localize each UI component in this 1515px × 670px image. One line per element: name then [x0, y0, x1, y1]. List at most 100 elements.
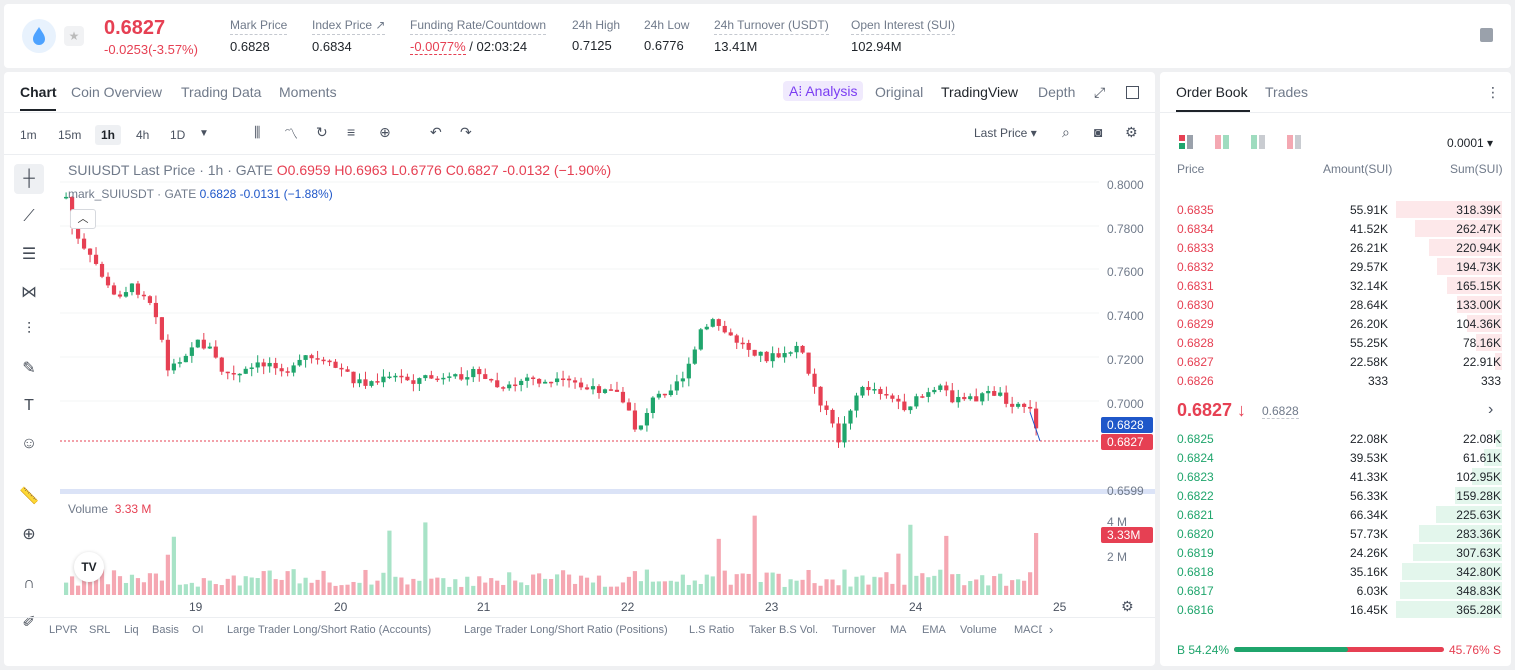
indicator-volume[interactable]: Volume [960, 624, 997, 636]
ask-row[interactable]: 0.6830 28.64K 133.00K [1176, 295, 1502, 314]
indicator-ema[interactable]: EMA [922, 624, 946, 636]
collapse-legend-button[interactable]: ︿ [70, 209, 96, 229]
row-amount: 26.21K [1349, 241, 1388, 255]
stat-value: 0.6834 [312, 39, 352, 54]
bid-row[interactable]: 0.6818 35.16K 342.80K [1176, 562, 1502, 581]
timeframe-15m[interactable]: 15m [58, 128, 82, 142]
bid-row[interactable]: 0.6817 6.03K 348.83K [1176, 581, 1502, 600]
expand-icon[interactable]: ⤢ [1094, 84, 1106, 100]
bid-row[interactable]: 0.6820 57.73K 283.36K [1176, 524, 1502, 543]
layout-bids-icon[interactable] [1250, 134, 1266, 150]
bid-row[interactable]: 0.6821 66.34K 225.63K [1176, 505, 1502, 524]
scroll-right-icon[interactable]: › [1049, 622, 1054, 637]
timeframe-1m[interactable]: 1m [20, 128, 37, 142]
indicator-oi[interactable]: OI [192, 624, 204, 636]
add-indicator-icon[interactable]: ⊕ [379, 124, 391, 140]
tab-chart[interactable]: Chart [20, 84, 57, 100]
templates-icon[interactable]: ≡ [347, 124, 356, 140]
layout-asks-icon[interactable] [1286, 134, 1302, 150]
more-options-icon[interactable]: ⋮ [1486, 84, 1500, 100]
bid-row[interactable]: 0.6819 24.26K 307.63K [1176, 543, 1502, 562]
mid-last-price: 0.6827 ↓ [1177, 400, 1247, 420]
indicator-lpvr[interactable]: LPVR [49, 624, 78, 636]
ask-row[interactable]: 0.6831 32.14K 165.15K [1176, 276, 1502, 295]
undo-icon[interactable]: ↶ [430, 124, 442, 140]
tab-coin-overview[interactable]: Coin Overview [71, 84, 163, 100]
indicators-icon[interactable]: 〽 [284, 126, 298, 142]
tab-trading-data[interactable]: Trading Data [181, 84, 262, 100]
mid-mark-price[interactable]: 0.6828 [1262, 404, 1299, 419]
zoom-in-icon[interactable]: ⊕ [22, 526, 36, 543]
trend-line-icon[interactable]: ⟋ [23, 208, 35, 225]
bid-row[interactable]: 0.6824 39.53K 61.61K [1176, 448, 1502, 467]
volume-bar [381, 572, 386, 595]
crosshair-icon[interactable]: ┼ [14, 164, 44, 194]
layout-both-icon[interactable] [1178, 134, 1194, 150]
replay-icon[interactable]: ↻ [316, 124, 328, 140]
ask-row[interactable]: 0.6829 26.20K 104.36K [1176, 314, 1502, 333]
magnet-icon[interactable]: ∩ [23, 575, 35, 592]
indicator-ma[interactable]: MA [890, 624, 907, 636]
funding-rate-value[interactable]: -0.0077% [410, 39, 466, 55]
indicator-basis[interactable]: Basis [152, 624, 179, 636]
indicator-ls-ratio[interactable]: L.S Ratio [689, 624, 735, 636]
indicator-large-trader-accounts[interactable]: Large Trader Long/Short Ratio (Accounts) [227, 624, 432, 636]
ask-row[interactable]: 0.6834 41.52K 262.47K [1176, 219, 1502, 238]
bid-row[interactable]: 0.6816 16.45K 365.28K [1176, 600, 1502, 619]
ruler-icon[interactable]: 📏 [19, 488, 39, 505]
ask-row[interactable]: 0.6833 26.21K 220.94K [1176, 238, 1502, 257]
price-type-select[interactable]: Last Price ▾ [974, 126, 1037, 140]
timeframe-1d[interactable]: 1D [170, 128, 186, 142]
view-depth[interactable]: Depth [1038, 84, 1076, 100]
bid-row[interactable]: 0.6822 56.33K 159.28K [1176, 486, 1502, 505]
window-icon[interactable] [1126, 86, 1139, 99]
search-icon[interactable]: ⌕ [1062, 124, 1070, 140]
text-icon[interactable]: T [24, 397, 34, 414]
bid-row[interactable]: 0.6825 22.08K 22.08K [1176, 429, 1502, 448]
favorite-star-icon[interactable]: ★ [64, 26, 84, 46]
ask-row[interactable]: 0.6827 22.58K 22.91K [1176, 352, 1502, 371]
indicator-liq[interactable]: Liq [124, 624, 139, 636]
ai-analysis-button[interactable]: A⁞ Analysis [783, 81, 864, 101]
precision-select[interactable]: 0.0001 ▾ [1447, 136, 1494, 150]
brush-icon[interactable]: ✎ [22, 360, 36, 377]
ask-row[interactable]: 0.6828 55.25K 78.16K [1176, 333, 1502, 352]
indicator-macd[interactable]: MACD [1014, 624, 1042, 636]
timeframe-dropdown-icon[interactable]: ▼ [199, 128, 209, 139]
tab-order-book[interactable]: Order Book [1176, 84, 1248, 100]
row-amount: 66.34K [1349, 508, 1388, 522]
camera-icon[interactable]: ◙ [1094, 124, 1103, 140]
settings-gear-icon[interactable]: ⚙ [1125, 124, 1138, 140]
ask-row[interactable]: 0.6826 333 333 [1176, 371, 1502, 390]
tab-moments[interactable]: Moments [279, 84, 337, 100]
timeframe-4h[interactable]: 4h [136, 128, 150, 142]
ask-row[interactable]: 0.6832 29.57K 194.73K [1176, 257, 1502, 276]
guide-book-icon[interactable] [1480, 28, 1493, 42]
emoji-icon[interactable]: ☺ [20, 435, 38, 452]
stat-index-price[interactable]: Index Price ↗ 0.6834 [312, 18, 386, 54]
bid-row[interactable]: 0.6823 41.33K 102.95K [1176, 467, 1502, 486]
chevron-right-icon[interactable]: › [1488, 401, 1494, 418]
indicator-turnover[interactable]: Turnover [832, 624, 876, 636]
timeframe-1h[interactable]: 1h [95, 125, 122, 145]
pane-separator[interactable] [60, 489, 1155, 494]
tab-trades[interactable]: Trades [1265, 84, 1309, 100]
y-tick: 0.7800 [1107, 222, 1144, 236]
lock-drawing-icon[interactable]: ✐ [22, 614, 36, 631]
horizontal-lines-icon[interactable]: ☰ [21, 246, 37, 263]
price-chart-canvas[interactable] [4, 72, 1155, 666]
sell-ratio: 45.76% S [1449, 643, 1502, 657]
indicator-srl[interactable]: SRL [89, 624, 111, 636]
chart-settings-icon[interactable]: ⚙ [1121, 598, 1134, 614]
fib-icon[interactable]: ⫶ [26, 321, 31, 338]
redo-icon[interactable]: ↷ [460, 124, 472, 140]
volume-bar [902, 584, 907, 595]
view-original[interactable]: Original [875, 84, 924, 100]
indicator-taker-bs-vol[interactable]: Taker B.S Vol. [749, 624, 819, 636]
pattern-icon[interactable]: ⋈ [21, 284, 37, 301]
view-tradingview[interactable]: TradingView [941, 84, 1019, 100]
layout-split-icon[interactable] [1214, 134, 1230, 150]
indicator-large-trader-positions[interactable]: Large Trader Long/Short Ratio (Positions… [464, 624, 668, 636]
ask-row[interactable]: 0.6835 55.91K 318.39K [1176, 200, 1502, 219]
candle-type-icon[interactable]: ⫼ [254, 124, 261, 140]
